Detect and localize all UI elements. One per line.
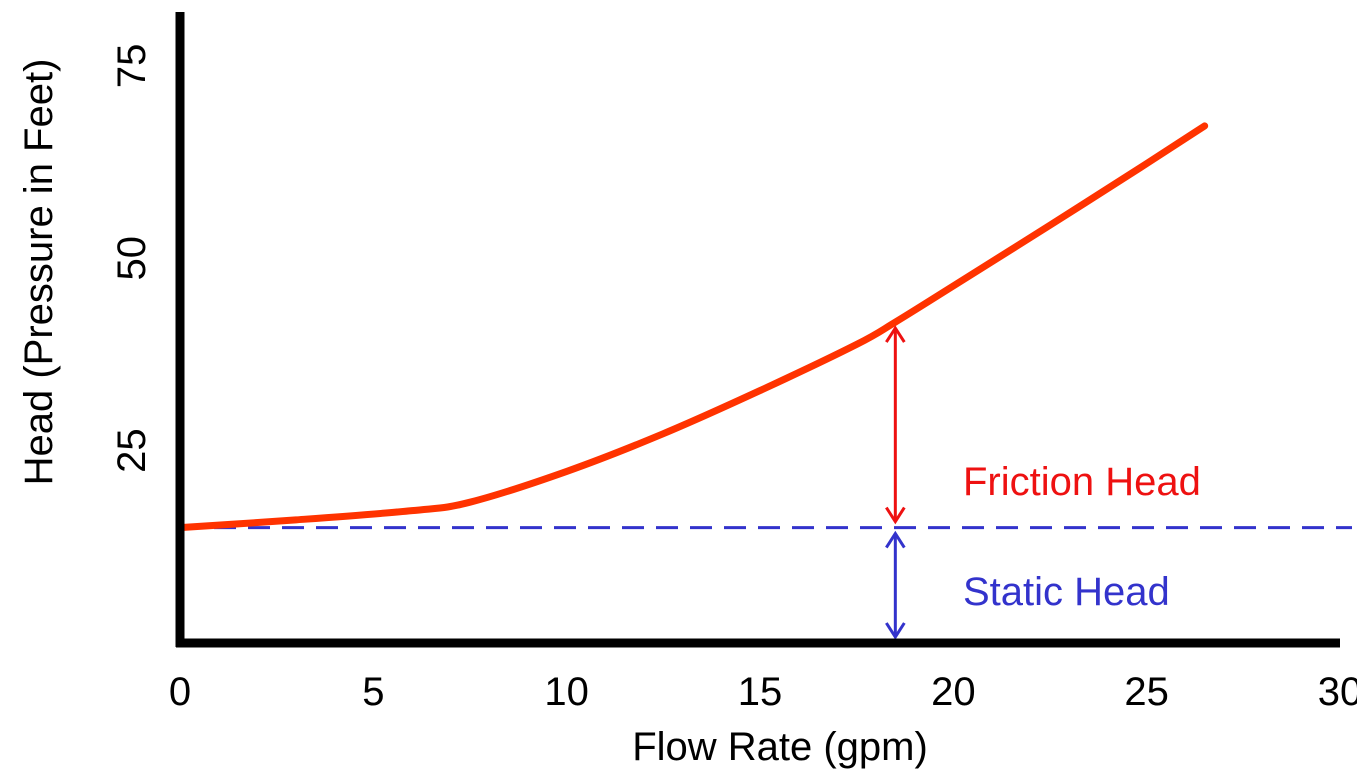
x-tick-label: 25: [1124, 670, 1169, 714]
x-tick-label: 20: [931, 670, 976, 714]
friction-head-arrow-head-top: [885, 325, 906, 343]
static-head-arrow-head-bottom: [885, 622, 906, 640]
x-tick-label: 5: [362, 670, 384, 714]
y-tick-label: 25: [110, 428, 154, 473]
static-head-arrow-head-top: [885, 530, 906, 549]
x-tick-label: 0: [169, 670, 191, 714]
plot-area: 0 5 10 15 20 25 30 25 50 75: [110, 12, 1357, 714]
x-tick-label: 30: [1318, 670, 1357, 714]
x-tick-label: 15: [738, 670, 783, 714]
friction-head-arrow-head-bottom: [885, 506, 906, 525]
x-axis-label: Flow Rate (gpm): [632, 725, 928, 769]
friction-head-label: Friction Head: [963, 460, 1201, 504]
y-tick-label: 50: [110, 236, 154, 281]
static-head-label: Static Head: [963, 570, 1170, 614]
y-tick-label: 75: [110, 44, 154, 89]
series-line-0: [176, 122, 1209, 532]
y-axis-label: Head (Pressure in Feet): [17, 59, 61, 486]
x-tick-label: 10: [544, 670, 589, 714]
